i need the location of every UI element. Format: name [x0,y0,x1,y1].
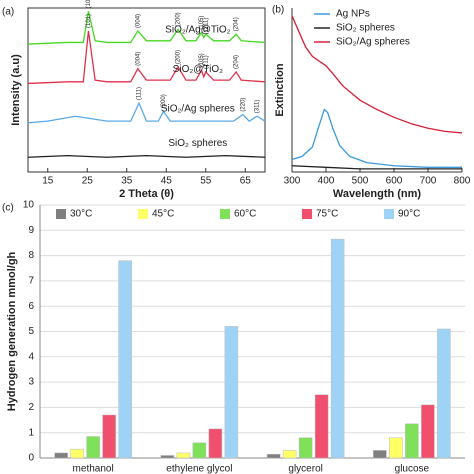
legend-swatch [220,209,230,219]
legend-swatch [384,209,394,219]
legend-label: 90°C [398,209,420,220]
series-label: SiO₂/Ag@TiO₂ [165,25,230,36]
peak-label: (200) [176,50,182,64]
y-tick-label: 1 [28,427,34,438]
line-series [291,165,462,170]
y-tick-label: 8 [28,250,34,261]
bar [282,450,297,459]
bar [86,436,100,459]
y-axis-label: Intensity (a.u) [10,54,22,126]
bar [208,428,223,459]
x-tick-label: 700 [420,176,437,187]
peak-label: (111) [137,87,143,100]
bar [314,394,329,459]
y-tick-label: 3 [28,377,34,388]
series-label: SiO₂@TiO₂ [173,64,223,75]
x-tick-label: 400 [318,176,335,187]
peak-label: (004) [135,52,141,66]
x-tick-label: 600 [386,176,403,187]
line-series [27,11,266,45]
y-tick-label: 0 [28,453,34,464]
peak-label: (211) [203,55,209,69]
x-tick-label: ethylene glycol [166,464,232,474]
peak-label: (101) [86,14,92,28]
peak-label: (204) [234,17,240,31]
y-tick-label: 5 [28,326,34,337]
x-tick-label: 55 [200,176,212,187]
x-tick-label: 25 [82,176,94,187]
y-tick-label: 10 [23,200,35,211]
y-tick-label: 4 [28,351,34,362]
bar [224,326,239,459]
line-series [291,108,462,168]
x-tick-label: 35 [121,176,133,187]
bar [118,260,132,459]
legend-label: SiO₂ spheres [336,23,395,34]
bar [192,442,207,459]
legend-label: SiO₂/Ag spheres [336,37,410,48]
x-axis-label: Wavelength (nm) [333,188,422,200]
x-tick-label: 800 [454,176,471,187]
peak-label: (105) [199,53,205,67]
y-tick-label: 7 [28,276,34,287]
peak-label: (311) [255,100,261,114]
panel-label: (a) [2,7,14,18]
bar [54,452,68,459]
line-series [291,15,463,134]
line-series [27,30,266,85]
legend-swatch [138,209,148,219]
x-tick-label: 300 [284,176,301,187]
legend-label: 75°C [316,209,338,220]
line-series [27,101,266,124]
peak-label: (105) [199,16,205,30]
series-label: SiO₂/Ag spheres [161,103,235,114]
peak-label: (220) [240,98,246,112]
bar [405,423,419,459]
x-tick-label: glycerol [288,464,322,474]
legend-label: 60°C [234,209,256,220]
panel-label: (c) [2,203,14,214]
y-tick-label: 2 [28,402,34,413]
peak-label: (101) [86,0,92,8]
legend-label: 30°C [70,209,92,220]
legend-label: 45°C [152,209,174,220]
bar [437,328,451,459]
legend-swatch [302,209,312,219]
series-label: SiO₂ spheres [168,138,227,149]
x-tick-label: 45 [161,176,173,187]
x-tick-label: 500 [352,176,369,187]
bar [330,238,345,459]
y-tick-label: 6 [28,301,34,312]
bar [176,452,191,459]
x-tick-label: glucose [395,464,430,474]
y-axis-label: Extinction [274,63,286,116]
bar [373,450,387,459]
bar [298,437,313,459]
panel-label: (b) [272,5,284,16]
bar [70,448,84,459]
bar [266,453,281,459]
bar [389,437,403,459]
y-tick-label: 9 [28,225,34,236]
peak-label: (204) [234,55,240,69]
y-axis-label: Hydrogen generation mmol/gh [6,251,18,411]
x-tick-label: methanol [73,464,114,474]
bar [102,414,116,459]
peak-label: (211) [203,18,209,32]
bar [160,455,175,459]
legend-label: Ag NPs [336,9,370,20]
x-tick-label: 65 [240,176,252,187]
peak-label: (200) [176,12,182,26]
bar [421,404,435,459]
x-axis-label: 2 Theta (θ) [119,188,174,200]
peak-label: (004) [135,14,141,28]
line-series [27,154,266,158]
x-tick-label: 15 [42,176,54,187]
peak-label: (200) [161,94,167,108]
plot-frame [27,7,266,173]
legend-swatch [56,209,66,219]
